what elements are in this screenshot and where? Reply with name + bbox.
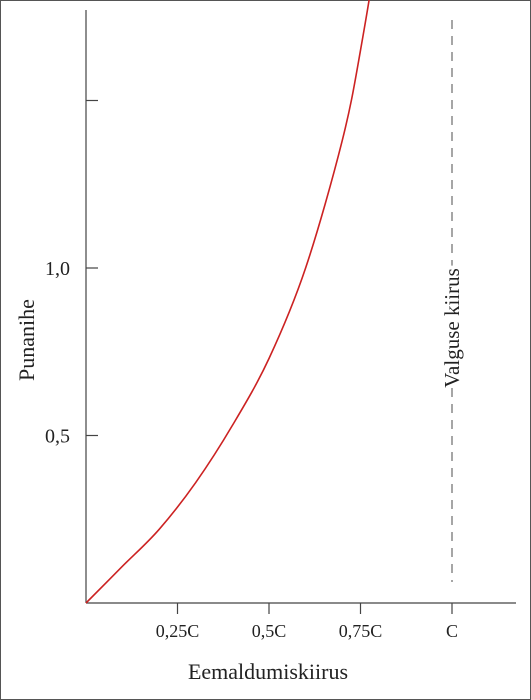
y-tick-label: 0,5 [45, 426, 70, 448]
axes [85, 10, 516, 604]
x-ticks: 0,25C 0,5C 0,75C C [156, 603, 458, 641]
x-tick-label: 0,75C [339, 621, 383, 641]
speed-of-light-label: Valguse kiirus [440, 268, 464, 388]
y-ticks: 0,51,02,03,0 [45, 99, 98, 448]
y-axis-label: Punanihe [14, 299, 39, 381]
x-tick-label: 0,5C [252, 621, 287, 641]
y-tick-label: 1,0 [45, 258, 70, 280]
x-axis-label: Eemaldumiskiirus [188, 659, 348, 684]
x-tick-label: 0,25C [156, 621, 200, 641]
redshift-curve [85, 0, 370, 604]
x-tick-label: C [446, 621, 458, 641]
